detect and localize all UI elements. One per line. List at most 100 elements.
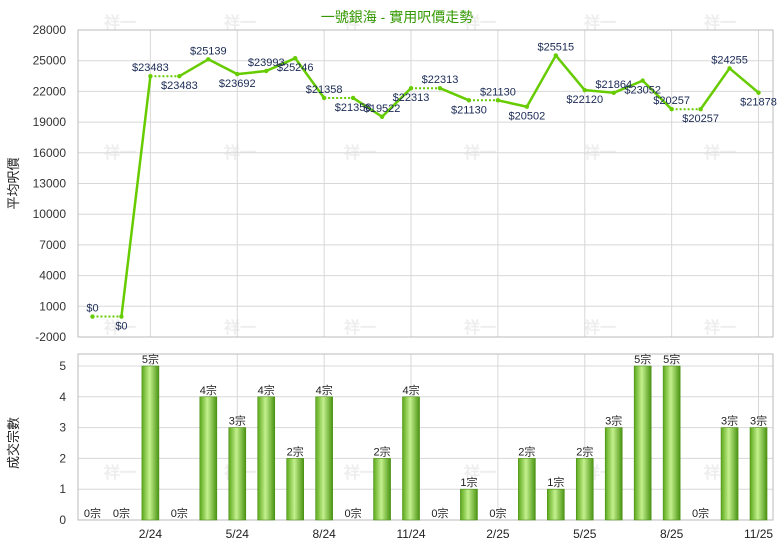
price-line-segment — [381, 87, 412, 118]
volume-bar — [547, 488, 565, 521]
price-y-tick-label: 10000 — [33, 207, 67, 221]
price-line-segment — [497, 99, 528, 108]
price-data-label: $21358 — [335, 102, 372, 114]
volume-data-label: 4宗 — [316, 383, 333, 397]
x-tick-label: 8/25 — [660, 527, 684, 541]
price-panel: 28000 25000 22000 19000 16000 13000 10000 7000 4… — [6, 23, 777, 344]
price-point — [611, 90, 616, 95]
x-tick-label: 5/25 — [573, 527, 597, 541]
price-y-tick-label: 4000 — [39, 269, 66, 283]
volume-y-axis-label: 成交宗數 — [6, 417, 21, 469]
volume-y-tick-label: 4 — [59, 390, 66, 404]
volume-bar — [257, 396, 276, 521]
price-data-label: $23692 — [219, 78, 256, 90]
price-point — [669, 107, 674, 112]
price-point — [582, 87, 587, 93]
price-point — [466, 98, 472, 103]
price-point — [177, 74, 182, 79]
volume-data-label: 1宗 — [460, 475, 477, 489]
price-line-segment — [439, 87, 470, 102]
price-point — [524, 104, 530, 109]
price-point — [235, 71, 240, 77]
volume-data-label: 0宗 — [489, 506, 506, 520]
price-point — [264, 68, 269, 74]
volume-bar — [604, 427, 623, 521]
price-line-segment — [613, 79, 644, 94]
price-line-segment — [554, 54, 586, 91]
x-tick-label: 8/24 — [312, 527, 336, 541]
watermark-text: 祥一 — [464, 318, 496, 337]
price-line-segment — [699, 67, 731, 110]
volume-data-label: 0宗 — [84, 506, 101, 520]
price-line-segment — [265, 57, 296, 73]
watermark-text: 祥一 — [224, 13, 256, 32]
price-data-label: $25515 — [537, 41, 574, 53]
volume-data-label: 0宗 — [345, 506, 362, 520]
price-data-label: $23052 — [624, 85, 661, 97]
volume-bar — [518, 458, 536, 521]
watermark-text: 祥一 — [104, 318, 136, 337]
chart-title: 一號銀海 - 實用呎價走勢 — [321, 9, 473, 25]
price-data-label: $24255 — [711, 54, 748, 66]
price-line-segment — [525, 54, 557, 108]
volume-bar — [749, 427, 768, 521]
volume-bar — [402, 396, 420, 521]
price-point — [408, 85, 414, 91]
volume-bar — [720, 427, 739, 521]
volume-y-tick-label: 5 — [59, 359, 66, 373]
volume-y-tick-label: 3 — [59, 421, 66, 435]
price-data-label: $25139 — [190, 45, 227, 57]
volume-data-label: 4宗 — [200, 383, 217, 397]
volume-data-label: 2宗 — [576, 444, 593, 458]
price-data-label: $21864 — [595, 79, 632, 91]
watermark-text: 祥一 — [704, 13, 736, 32]
volume-bar — [373, 458, 391, 521]
price-line-segment — [641, 79, 673, 111]
volume-data-label: 3宗 — [229, 414, 246, 428]
price-point — [292, 55, 298, 61]
price-point — [640, 78, 645, 83]
price-line-segment — [237, 69, 267, 76]
price-y-tick-label: 22000 — [33, 84, 67, 98]
volume-bar — [141, 365, 160, 521]
volume-bar — [633, 365, 652, 521]
volume-data-label: 3宗 — [750, 414, 767, 428]
price-line-segment — [352, 96, 383, 118]
volume-data-label: 2宗 — [518, 444, 535, 458]
price-point — [495, 98, 501, 103]
price-data-label: $0 — [86, 303, 98, 315]
price-point — [698, 107, 703, 112]
price-point — [350, 95, 356, 101]
watermark-text: 祥一 — [584, 13, 616, 32]
x-tick-label: 11/25 — [744, 527, 773, 541]
price-data-label: $22313 — [393, 92, 430, 104]
price-data-label: $21130 — [451, 104, 487, 116]
x-tick-label: 11/24 — [396, 527, 425, 541]
watermark-text: 祥一 — [464, 463, 496, 482]
price-y-tick-label: 28000 — [33, 23, 67, 37]
volume-data-label: 5宗 — [142, 352, 159, 366]
volume-data-label: 0宗 — [171, 506, 188, 520]
watermark-text: 祥一 — [344, 13, 376, 32]
price-line-segment — [178, 58, 209, 78]
price-point — [756, 90, 761, 95]
x-tick-label: 2/25 — [486, 527, 510, 541]
price-data-label: $21130 — [480, 86, 516, 98]
price-data-label: $23483 — [161, 80, 198, 92]
price-data-label: $23993 — [248, 57, 285, 69]
volume-bar — [662, 365, 681, 521]
volume-data-label: 4宗 — [402, 383, 419, 397]
volume-bar — [315, 396, 333, 521]
watermark-text: 祥一 — [344, 318, 376, 337]
price-data-label: $21358 — [306, 84, 343, 96]
volume-data-label: 5宗 — [634, 352, 651, 366]
price-y-tick-label: 7000 — [39, 238, 66, 252]
price-y-tick-label: 19000 — [33, 115, 67, 129]
price-y-tick-label: -2000 — [35, 330, 66, 344]
volume-data-label: 0宗 — [113, 506, 130, 520]
price-point — [553, 53, 559, 58]
volume-data-label: 5宗 — [663, 352, 680, 366]
price-y-tick-label: 13000 — [33, 177, 67, 191]
